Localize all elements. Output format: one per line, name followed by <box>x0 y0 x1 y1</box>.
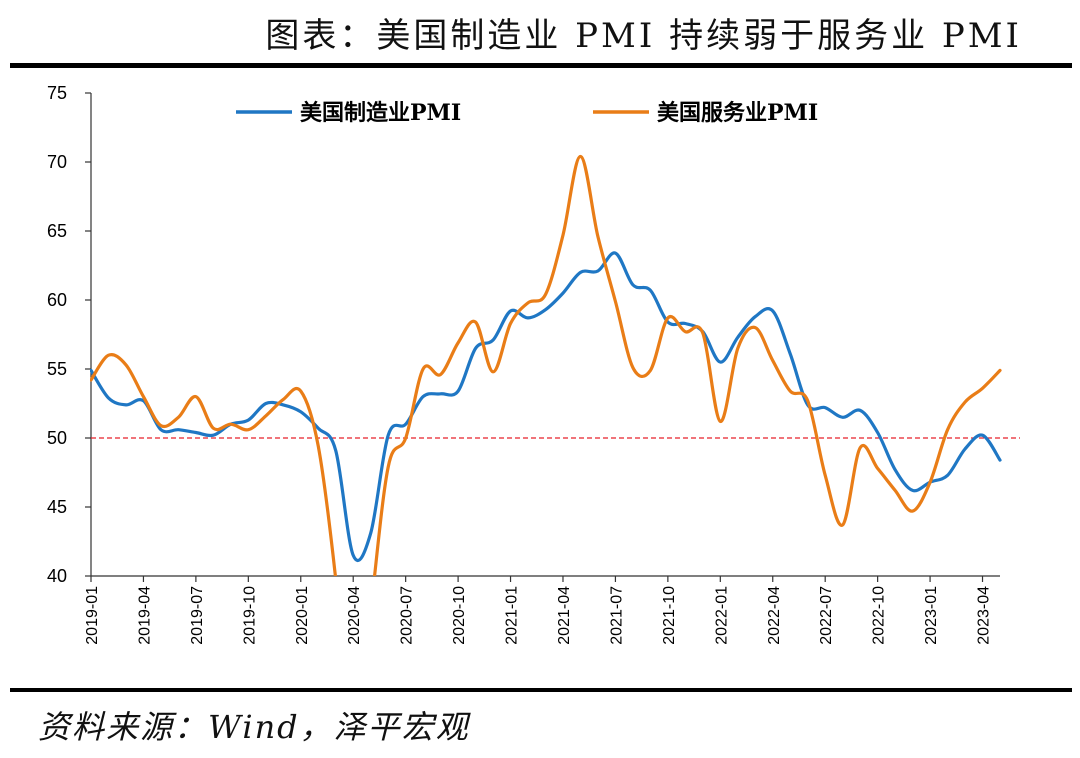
source-note: 资料来源：Wind，泽平宏观 <box>38 708 470 746</box>
y-tick-label: 65 <box>47 221 67 241</box>
x-tick-label: 2019-04 <box>136 586 153 645</box>
x-tick-label: 2022-01 <box>713 586 730 645</box>
x-tick-label: 2023-04 <box>976 586 993 645</box>
bottom-rule <box>10 688 1072 692</box>
x-tick-label: 2021-10 <box>661 586 678 645</box>
legend-manufacturing-label: 美国制造业PMI <box>300 100 461 126</box>
legend: 美国制造业PMI 美国服务业PMI <box>236 100 818 126</box>
y-tick-label: 60 <box>47 290 67 310</box>
x-tick-label: 2022-07 <box>818 586 835 645</box>
x-tick-label: 2020-07 <box>399 586 416 645</box>
x-tick-label: 2019-10 <box>241 586 258 645</box>
legend-services-label: 美国服务业PMI <box>657 100 818 126</box>
y-axis: 40 45 50 55 60 65 70 75 <box>47 83 92 586</box>
y-tick-label: 75 <box>47 83 67 103</box>
x-tick-label: 2022-10 <box>871 586 888 645</box>
x-tick-label: 2021-04 <box>556 586 573 645</box>
x-tick-label: 2021-07 <box>608 586 625 645</box>
y-tick-label: 45 <box>47 497 67 517</box>
services-pmi-line <box>90 154 1002 576</box>
x-tick-label: 2023-01 <box>923 586 940 645</box>
x-tick-label: 2019-07 <box>189 586 206 645</box>
x-tick-label: 2020-04 <box>346 586 363 645</box>
y-tick-label: 50 <box>47 428 67 448</box>
x-axis: 2019-01 2019-04 2019-07 2019-10 2020-01 2020-… <box>84 575 1000 645</box>
y-tick-label: 40 <box>47 566 67 586</box>
x-tick-label: 2020-01 <box>294 586 311 645</box>
y-tick-label: 55 <box>47 359 67 379</box>
top-rule <box>10 63 1072 68</box>
manufacturing-pmi-line <box>90 251 1002 563</box>
chart-title: 图表：美国制造业 PMI 持续弱于服务业 PMI <box>265 15 1022 56</box>
x-tick-label: 2020-10 <box>451 586 468 645</box>
x-tick-label: 2019-01 <box>84 586 101 645</box>
x-tick-label: 2021-01 <box>504 586 521 645</box>
series-group <box>90 154 1002 576</box>
y-tick-label: 70 <box>47 152 67 172</box>
x-tick-label: 2022-04 <box>766 586 783 645</box>
